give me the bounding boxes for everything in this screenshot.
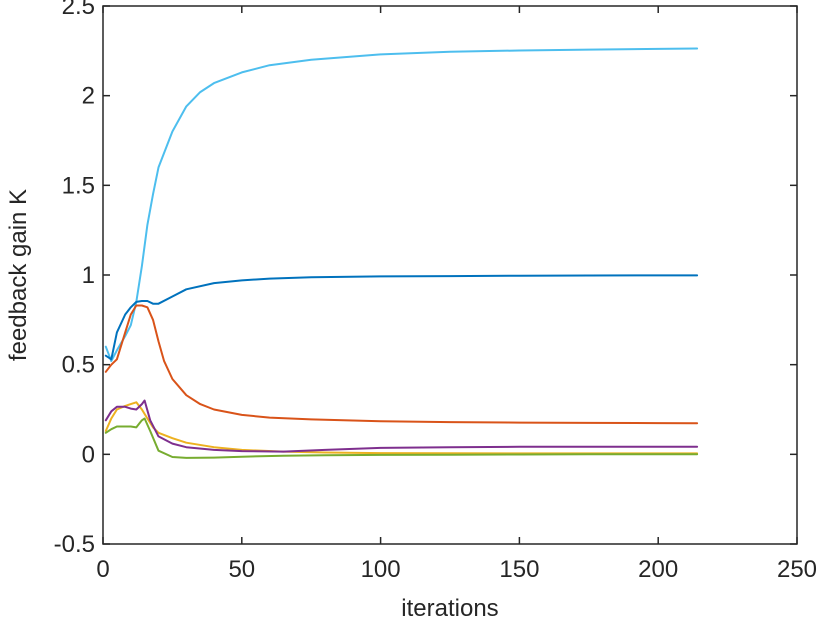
y-axis-label: feedback gain K [5, 189, 32, 361]
x-tick-label: 250 [777, 556, 817, 583]
y-tick-label: 1 [82, 262, 95, 289]
x-tick-label: 50 [228, 556, 255, 583]
y-tick-label: 2.5 [62, 0, 95, 20]
series-line-5 [104, 399, 699, 453]
y-tick-label: 0.5 [62, 352, 95, 379]
series-line-1 [104, 47, 699, 363]
y-axis-ticks: -0.5 0 0.5 1 1.5 2 2.5 [54, 0, 797, 558]
series-layer [104, 47, 699, 459]
series-line-4 [104, 401, 699, 455]
y-tick-label: -0.5 [54, 531, 95, 558]
series-line-3 [104, 304, 699, 425]
series-line-6 [104, 417, 699, 459]
x-axis-ticks: 0 50 100 150 200 250 [96, 6, 817, 583]
y-tick-label: 0 [82, 441, 95, 468]
series-line-2 [104, 274, 699, 361]
x-tick-label: 150 [499, 556, 539, 583]
y-tick-label: 1.5 [62, 172, 95, 199]
x-tick-label: 0 [96, 556, 109, 583]
x-tick-label: 200 [638, 556, 678, 583]
x-tick-label: 100 [361, 556, 401, 583]
x-axis-label: iterations [401, 595, 498, 622]
y-tick-label: 2 [82, 83, 95, 110]
